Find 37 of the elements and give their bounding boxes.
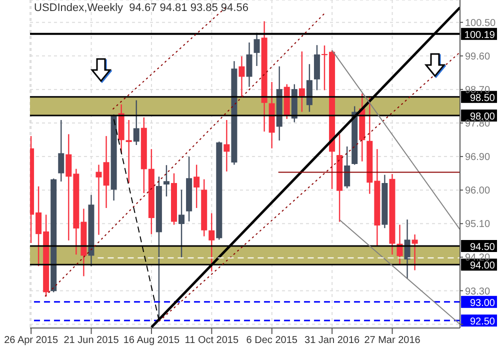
candlestick [58, 119, 64, 182]
y-tick-label: 100.50 [465, 18, 496, 29]
candlestick [404, 218, 410, 280]
chart-title: USDIndex,Weekly 94.67 94.81 93.85 94.56 [34, 2, 248, 14]
y-tick-label: 99.60 [465, 51, 490, 62]
candlestick [96, 164, 102, 236]
candlestick [103, 135, 110, 209]
x-tick-label: 21 Jun 2015 [64, 335, 120, 346]
candlestick [298, 50, 305, 112]
x-tick-label: 11 Oct 2015 [184, 335, 239, 346]
candlestick [238, 56, 245, 98]
ref-line-label: 98.50 [470, 92, 496, 104]
candlestick [344, 146, 350, 189]
ref-line-label: 93.00 [470, 298, 496, 309]
candlestick [208, 212, 215, 272]
x-tick-label: 31 Jan 2016 [304, 335, 360, 346]
y-tick-label: 96.00 [465, 186, 490, 197]
ref-line-label: 100.19 [464, 30, 496, 41]
y-tick-label: 96.90 [465, 152, 490, 164]
candlestick [246, 42, 252, 88]
candlestick [412, 234, 418, 271]
y-tick-label: 95.10 [465, 219, 490, 230]
candlestick [194, 164, 200, 209]
ref-line-label: 92.50 [470, 316, 496, 328]
candlestick [178, 189, 185, 259]
x-tick-label: 16 Aug 2015 [123, 335, 180, 346]
candlestick [133, 100, 140, 146]
candlestick [254, 32, 260, 67]
x-tick-label: 27 Mar 2016 [364, 335, 421, 346]
x-tick-label: 6 Dec 2015 [246, 335, 298, 346]
ref-line-label: 94.00 [470, 260, 496, 272]
x-tick-label: 26 Apr 2015 [4, 335, 58, 346]
ref-line-label: 94.50 [470, 242, 496, 253]
candlestick [163, 164, 170, 198]
candlestick [224, 119, 230, 172]
candlestick [126, 119, 132, 184]
y-tick-label: 93.30 [465, 286, 490, 298]
